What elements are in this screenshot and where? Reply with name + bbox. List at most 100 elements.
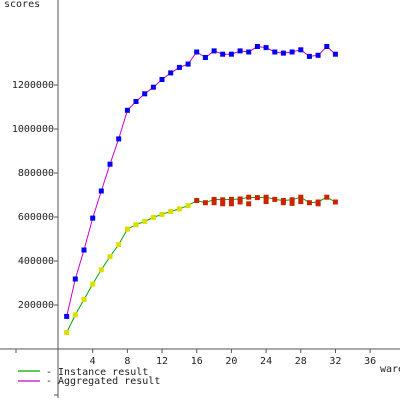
data-point [211, 48, 217, 54]
data-point [254, 44, 260, 49]
data-point [280, 50, 286, 56]
data-point [263, 45, 269, 51]
data-point [220, 51, 226, 57]
data-point [64, 313, 70, 319]
data-point [194, 49, 200, 55]
data-point [150, 214, 156, 220]
data-point [298, 47, 304, 53]
data-point [246, 194, 252, 200]
x-axis-label: wareh [380, 364, 400, 375]
data-point [332, 199, 338, 205]
data-point [81, 247, 87, 253]
y-tick-label: 1200000 [12, 80, 54, 91]
x-tick-label: 28 [295, 356, 307, 367]
x-tick-label: 32 [329, 356, 341, 367]
data-point [90, 281, 96, 287]
data-point [194, 198, 200, 203]
data-point [228, 196, 234, 202]
x-tick-label: 20 [225, 356, 237, 367]
data-point [150, 84, 156, 90]
data-point [211, 200, 217, 206]
data-point [315, 201, 321, 207]
data-point [324, 194, 330, 200]
data-point [228, 51, 234, 57]
series-line-0 [66, 196, 336, 333]
data-point [220, 197, 226, 203]
y-tick-label: 600000 [18, 212, 54, 223]
data-point [107, 254, 113, 260]
data-point [72, 276, 78, 282]
x-tick-label: 8 [124, 356, 130, 367]
legend-label-instance: Instance result [58, 367, 148, 378]
data-point [64, 330, 70, 335]
y-tick-label: 400000 [18, 256, 54, 267]
data-point [263, 194, 269, 200]
x-tick-label: 16 [191, 356, 203, 367]
data-point [133, 222, 139, 228]
data-point [107, 161, 113, 167]
data-point [324, 44, 330, 49]
data-point [272, 196, 278, 202]
x-ticks: 4 8 12 16 20 24 28 32 36 [90, 349, 376, 367]
data-point [185, 61, 191, 67]
y-tick-label: 800000 [18, 168, 54, 179]
data-point [220, 201, 226, 207]
data-point [263, 199, 269, 205]
data-point [142, 91, 148, 97]
x-tick-label: 12 [156, 356, 168, 367]
data-point [237, 196, 243, 202]
data-point [159, 77, 165, 82]
y-axis-label: scores [4, 0, 40, 10]
data-point [116, 242, 122, 247]
data-point [228, 201, 234, 207]
data-point [289, 200, 295, 206]
legend-dash-instance: - [46, 367, 52, 378]
data-point [72, 312, 78, 318]
series-points [64, 44, 338, 335]
legend: - Instance result - Aggregated result [18, 367, 160, 387]
x-tick-label: 36 [364, 356, 376, 367]
legend-label-aggregated: Aggregated result [58, 376, 160, 387]
data-point [168, 70, 174, 76]
y-tick-label: 1000000 [12, 124, 54, 135]
data-point [98, 267, 104, 273]
data-point [306, 53, 312, 59]
y-tick-label: 200000 [18, 300, 54, 311]
data-point [280, 200, 286, 206]
data-point [202, 55, 208, 60]
data-point [246, 201, 252, 207]
data-point [289, 49, 295, 55]
data-point [272, 49, 278, 55]
x-tick-label: 24 [260, 356, 272, 367]
data-point [176, 206, 182, 212]
data-point [168, 209, 174, 214]
data-point [246, 49, 252, 55]
data-point [98, 188, 104, 194]
data-point [116, 136, 122, 142]
series-lines [66, 45, 336, 333]
data-point [202, 200, 208, 206]
data-point [237, 48, 243, 54]
legend-dash-aggregated: - [46, 376, 52, 387]
data-point [159, 211, 165, 217]
data-point [289, 197, 295, 203]
data-point [142, 218, 148, 224]
data-point [298, 194, 304, 200]
data-point [298, 199, 304, 205]
data-point [315, 52, 321, 58]
data-point [306, 200, 312, 206]
data-point [124, 226, 130, 232]
data-point [133, 99, 139, 104]
x-tick-label: 4 [90, 356, 96, 367]
data-point [176, 64, 182, 70]
data-point [124, 107, 130, 113]
data-point [254, 195, 260, 201]
y-ticks: 200000 400000 600000 800000 1000000 1200000 [12, 80, 58, 311]
data-point [185, 203, 191, 209]
data-point [332, 51, 338, 57]
data-point [90, 215, 96, 221]
data-point [211, 196, 217, 202]
data-point [237, 199, 243, 205]
